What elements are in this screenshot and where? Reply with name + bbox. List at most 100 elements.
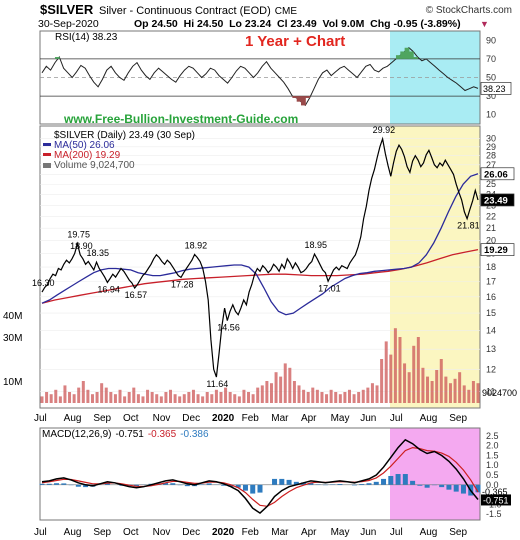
rsi-current-tag <box>480 82 512 95</box>
price-tick-label: 17 <box>486 276 496 286</box>
macd-panel: MACD(12,26,9) -0.751 -0.365 -0.386 2.52.01.… <box>39 427 511 521</box>
ma50-current-tag-box <box>480 167 515 181</box>
volume-bar <box>389 354 393 403</box>
rsi-overbought-fill <box>408 51 414 59</box>
rsi-tick-label: 90 <box>486 35 496 45</box>
volume-bar <box>146 389 150 403</box>
macd-histogram-bar <box>337 483 343 485</box>
volume-bar <box>54 389 58 403</box>
volume-bar <box>467 389 471 403</box>
volume-bar <box>393 328 397 403</box>
macd-histogram-bar <box>381 478 387 485</box>
volume-bar <box>329 389 333 403</box>
volume-bar <box>164 392 168 403</box>
legend-ma50: MA(50) 26.06 <box>54 140 115 151</box>
macd-histogram-bar <box>75 484 81 487</box>
price-tick-label: 29 <box>486 142 496 152</box>
macd-histogram-bar <box>446 484 452 490</box>
price-label: 18.90 <box>70 241 93 251</box>
rsi-legend: RSI(14) 38.23 <box>55 32 118 43</box>
volume-bar <box>265 381 269 403</box>
macd-x-tick: Dec <box>182 527 200 538</box>
volume-bar <box>68 392 72 403</box>
volume-bar <box>435 370 439 403</box>
price-x-tick: Jun <box>360 413 376 424</box>
volume-bar <box>269 383 273 403</box>
volume-bar <box>136 394 140 403</box>
price-tick-label: 28 <box>486 151 496 161</box>
volume-bar <box>233 394 237 403</box>
macd-histogram-bar <box>250 484 256 494</box>
price-label: 19.75 <box>67 230 90 240</box>
rsi-tick-label: 70 <box>486 54 496 64</box>
price-tick-label: 21 <box>486 223 496 233</box>
volume-bar <box>444 376 448 403</box>
price-label: 11.64 <box>206 379 228 389</box>
legend-swatch-ma200 <box>43 153 51 156</box>
price-label: 16.94 <box>97 284 120 294</box>
volume-bar <box>448 383 452 403</box>
volume-bar <box>201 396 205 403</box>
price-x-tick: Aug <box>64 413 82 424</box>
rsi-oversold-fill <box>305 96 311 98</box>
rsi-oversold-fill <box>292 96 298 98</box>
macd-x-tick: Sep <box>93 527 111 538</box>
price-label: 17.28 <box>171 279 194 289</box>
volume-tick-label: 10M <box>3 377 22 388</box>
rsi-oversold-fill <box>296 96 302 102</box>
price-label: 18.35 <box>87 248 110 258</box>
macd-x-tick: Jul <box>390 527 403 538</box>
volume-bar <box>169 389 173 403</box>
volume-bar <box>86 389 90 403</box>
volume-bar <box>347 389 351 403</box>
volume-bar <box>338 394 342 403</box>
volume-bar <box>45 392 49 403</box>
macd-tick-label: 2.5 <box>486 431 499 441</box>
price-x-tick: Jul <box>34 413 47 424</box>
volume-bar <box>458 372 462 403</box>
volume-bar <box>205 392 209 403</box>
macd-histogram-bar <box>359 483 365 485</box>
macd-line <box>41 438 479 515</box>
volume-bar <box>95 392 99 403</box>
volume-bar <box>370 383 374 403</box>
macd-histogram-bar <box>308 482 314 485</box>
price-tick-label: 30 <box>486 133 496 143</box>
macd-x-tick: May <box>331 527 350 538</box>
macd-histogram-bar <box>417 484 423 486</box>
macd-histogram-bar <box>184 484 190 487</box>
macd-tick-label: 2.0 <box>486 441 499 451</box>
legend-volume: Volume 9,024,700 <box>54 160 135 171</box>
price-x-tick: Apr <box>301 413 317 424</box>
rsi-overbought-fill <box>413 57 419 59</box>
macd-tick-label: 1.5 <box>486 450 499 460</box>
price-label: 14.56 <box>217 323 240 333</box>
macd-histogram-bar <box>410 480 416 485</box>
macd-histogram-bar <box>373 481 379 485</box>
macd-histogram-bar <box>366 483 372 485</box>
macd-histogram-bar <box>388 475 394 485</box>
volume-bar <box>306 392 310 403</box>
macd-tick-label: 0.5 <box>486 470 499 480</box>
rsi-panel: RSI(14) 38.23 1 Year + Chart 10 30 50 70 90 3… <box>39 30 512 125</box>
volume-bar <box>260 385 264 403</box>
stockcharts-brand: © StockCharts.com <box>426 5 512 16</box>
macd-x-tick: 2020 <box>212 527 235 538</box>
volume-bar <box>279 376 283 403</box>
price-label: 17.01 <box>318 283 341 293</box>
price-x-tick: Feb <box>242 413 260 424</box>
macd-histogram-bar <box>228 484 234 487</box>
rsi-tick-label: 30 <box>486 91 496 101</box>
volume-bar <box>109 392 113 403</box>
volume-bar <box>274 372 278 403</box>
price-panel: 19.75 18.35 16.94 16.57 18.90 17.28 18.92 16.30… <box>3 112 517 409</box>
price-tick-label: 11 <box>486 386 495 396</box>
volume-tick-label: 30M <box>3 333 22 344</box>
legend-swatch-volume <box>43 163 51 168</box>
volume-bar <box>100 383 104 403</box>
symbol-title: $SILVER <box>40 2 94 17</box>
macd-x-tick: Apr <box>301 527 317 538</box>
macd-histogram-bar <box>170 483 176 485</box>
volume-bar <box>407 372 411 403</box>
macd-tick-label: 0.0 <box>486 480 499 490</box>
